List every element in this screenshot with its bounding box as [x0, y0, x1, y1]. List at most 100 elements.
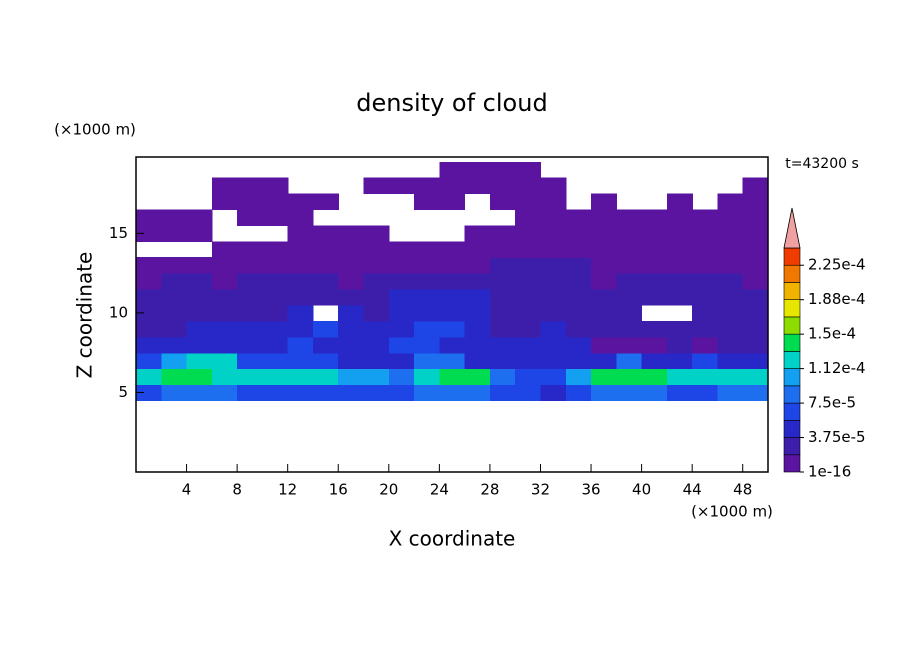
contour-cell [489, 384, 516, 402]
x-axis-label: X coordinate [389, 527, 516, 551]
contour-cell [161, 368, 188, 386]
contour-cell [287, 336, 314, 354]
contour-cell [186, 320, 213, 338]
contour-cell [136, 225, 162, 242]
contour-cell [287, 193, 314, 211]
contour-cell [211, 289, 238, 306]
contour-cell [464, 384, 491, 402]
contour-cell [666, 193, 693, 211]
colorbar-band [783, 454, 801, 473]
contour-cell [565, 336, 592, 354]
contour-cell [540, 384, 567, 402]
contour-cell [641, 352, 668, 370]
x-tick-label: 48 [733, 481, 752, 499]
contour-cell [287, 225, 314, 242]
contour-cell [464, 304, 491, 322]
contour-cell [414, 289, 440, 306]
x-tick-label: 20 [379, 481, 398, 499]
contour-cell [489, 368, 516, 386]
contour-cell [414, 273, 440, 290]
contour-cell [717, 257, 744, 274]
contour-cell [338, 320, 365, 338]
contour-cell [565, 352, 592, 370]
contour-cell [489, 177, 516, 195]
contour-cell [312, 352, 339, 370]
contour-cell [414, 241, 440, 258]
contour-cell [287, 273, 314, 290]
contour-cell [237, 193, 263, 211]
contour-cell [591, 225, 617, 242]
contour-cell [489, 336, 516, 354]
contour-cell [414, 336, 440, 354]
contour-cell [287, 368, 314, 386]
contour-cell [641, 225, 668, 242]
contour-cell [591, 193, 617, 211]
contour-cell [363, 177, 390, 195]
contour-cell [211, 384, 238, 402]
contour-cell [565, 289, 592, 306]
contour-cell [136, 289, 162, 306]
contour-cell [489, 273, 516, 290]
contour-cell [237, 273, 263, 290]
contour-cell [540, 225, 567, 242]
contour-cell [363, 304, 390, 322]
contour-cell [692, 257, 719, 274]
contour-cell [338, 273, 365, 290]
contour-cell [616, 209, 643, 227]
contour-cell [489, 225, 516, 242]
contour-cell [186, 209, 213, 227]
contour-cell [515, 352, 542, 370]
contour-cell [312, 241, 339, 258]
contour-cell [287, 289, 314, 306]
contour-cell [161, 384, 188, 402]
contour-cell [717, 336, 744, 354]
contour-cell [237, 241, 263, 258]
contour-cell [312, 336, 339, 354]
contour-cell [439, 241, 466, 258]
colorbar-tick-label: 1.88e-4 [808, 290, 866, 308]
contour-cell [338, 336, 365, 354]
contour-cell [388, 289, 415, 306]
colorbar-band [783, 385, 801, 404]
contour-cell [439, 161, 466, 179]
contour-cell [666, 209, 693, 227]
contour-cell [565, 320, 592, 338]
contour-cell [515, 177, 542, 195]
x-tick-label: 8 [232, 481, 242, 499]
contour-cell [717, 241, 744, 258]
contour-cell [692, 352, 719, 370]
contour-cell [515, 161, 542, 179]
contour-cell [692, 209, 719, 227]
x-tick-label: 40 [632, 481, 651, 499]
contour-cell [666, 273, 693, 290]
contour-cell [540, 193, 567, 211]
contour-cell [136, 368, 162, 386]
contour-cell [161, 273, 188, 290]
contour-cell [591, 304, 617, 322]
contour-cell [717, 320, 744, 338]
contour-cell [616, 273, 643, 290]
colorbar-band [783, 351, 801, 369]
contour-cell [515, 289, 542, 306]
contour-cell [515, 193, 542, 211]
contour-cell [136, 384, 162, 402]
chart-title: density of cloud [356, 89, 547, 117]
contour-cell [312, 273, 339, 290]
contour-cell [742, 273, 769, 290]
contour-cell [312, 384, 339, 402]
contour-cell [692, 241, 719, 258]
contour-cell [666, 368, 693, 386]
contour-cell [312, 368, 339, 386]
contour-cell [515, 384, 542, 402]
contour-cell [742, 368, 769, 386]
contour-cell [414, 384, 440, 402]
contour-cell [692, 304, 719, 322]
contour-cell [439, 384, 466, 402]
contour-cell [692, 336, 719, 354]
contour-cell [464, 368, 491, 386]
colorbar-tick-label: 7.5e-5 [808, 394, 856, 412]
contour-cell [591, 257, 617, 274]
contour-cell [363, 352, 390, 370]
contour-cell [262, 368, 289, 386]
